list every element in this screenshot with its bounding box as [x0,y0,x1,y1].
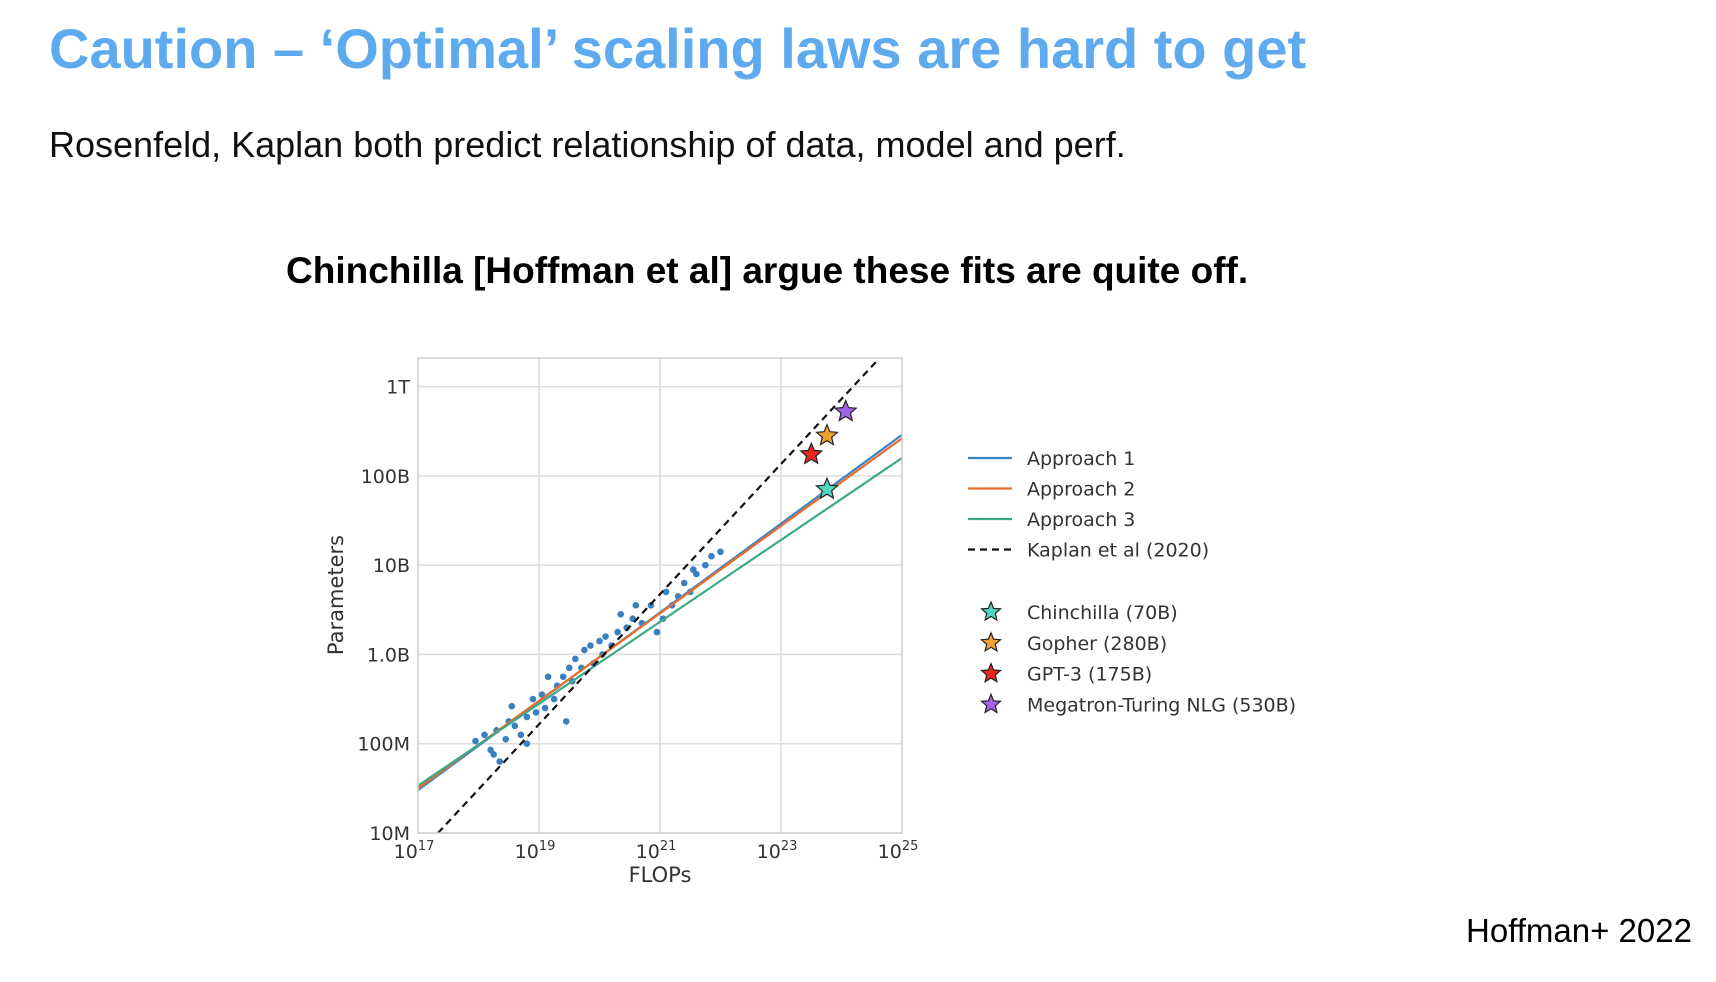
legend-label: Megatron-Turing NLG (530B) [1027,694,1296,716]
data-point [472,737,479,745]
data-point [587,642,594,649]
data-point [708,552,715,560]
y-tick-label: 10B [373,555,410,577]
data-point [523,740,531,748]
y-tick-label: 10M [369,823,410,845]
data-point [550,695,558,703]
data-point [502,735,510,743]
legend: Approach 1 Approach 2 Approach 3 Kaplan et … [968,448,1296,716]
slide-claim: Chinchilla [Hoffman et al] argue these f… [286,250,1249,291]
data-point [662,588,670,596]
data-point [617,610,624,618]
legend-label: Chinchilla (70B) [1027,602,1178,624]
star-marker [980,631,1002,653]
data-point [565,664,573,672]
star-marker [980,662,1002,683]
data-point [581,646,588,654]
data-point [517,731,525,739]
data-point [496,758,503,765]
star-marker [980,692,1002,714]
plot-area [418,358,902,833]
star-marker [815,476,839,500]
x-tick-label: 1021 [636,839,677,863]
data-point [532,709,540,716]
y-tick-label: 1T [386,377,410,399]
legend-label: Kaplan et al (2020) [1027,540,1209,562]
y-tick-label: 1.0B [367,644,410,666]
data-point [541,704,549,712]
star-marker [799,441,824,465]
axes: 1017 1019 1021 1023 1025 10M 100M 1.0B 10B 100B 1T [357,357,919,863]
data-point [702,561,709,569]
legend-label: GPT-3 (175B) [1027,664,1152,686]
x-tick-label: 1023 [757,839,798,863]
data-point [717,548,724,556]
legend-label: Gopher (280B) [1027,633,1167,655]
star-marker [980,600,1002,622]
data-point [614,628,621,636]
scaling-chart: 1017 1019 1021 1023 1025 10M 100M 1.0B 10B 100B 1T… [324,357,1296,887]
plot-frame [417,357,903,834]
data-point [572,655,579,663]
data-point [559,673,567,681]
x-tick-label: 1025 [878,839,919,863]
data-point [481,731,488,739]
series-line [418,457,902,787]
data-point [511,722,519,730]
slide-title: Caution – ‘Optimal’ scaling laws are har… [49,17,1307,80]
data-point [508,702,516,710]
series-line [437,358,881,833]
slide-subtitle: Rosenfeld, Kaplan both predict relations… [49,124,1126,165]
data-point [693,570,700,578]
star-marker [833,399,858,422]
data-point [562,718,570,725]
x-tick-label: 1019 [515,839,556,863]
y-tick-label: 100B [361,466,410,488]
data-point [490,751,497,758]
x-axis-label: FLOPs [629,863,692,887]
data-point [529,695,537,703]
y-axis-label: Parameters [324,535,348,655]
x-tick-label: 1017 [394,839,435,863]
y-tick-label: 100M [357,734,410,756]
data-point [653,628,661,636]
data-point [596,637,603,645]
legend-label: Approach 1 [1027,448,1135,470]
data-point [632,602,640,609]
citation: Hoffman+ 2022 [1466,912,1692,949]
star-marker [814,423,839,446]
data-point [544,673,552,681]
legend-label: Approach 3 [1027,509,1135,531]
data-point [602,633,609,640]
data-point [680,579,688,587]
legend-label: Approach 2 [1027,479,1135,501]
data-point [523,713,531,721]
